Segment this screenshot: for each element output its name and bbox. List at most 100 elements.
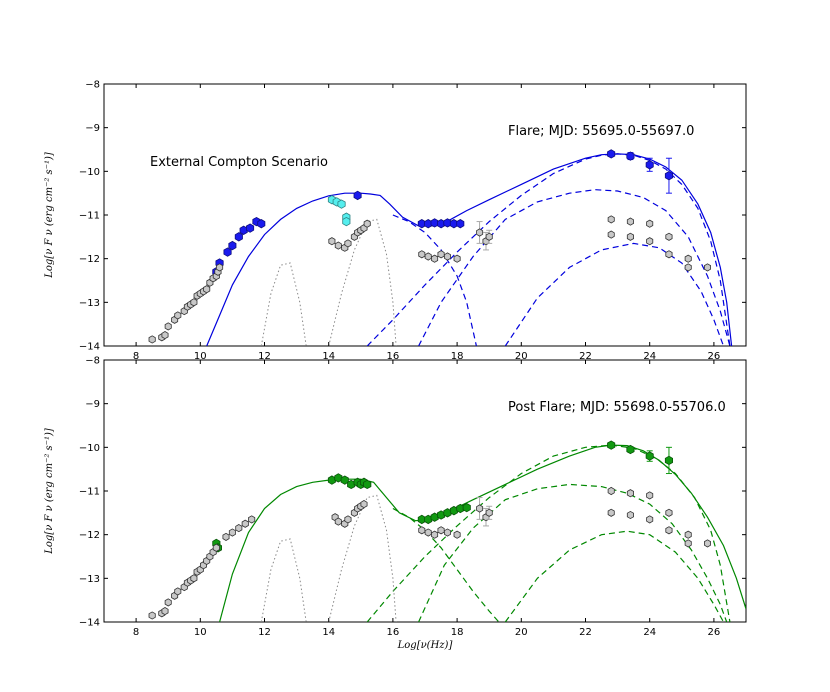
post-flare-axis-ticks: 8 10 12 14 16 18 20 22 24 26 −14 −13 −12 −11 −10 −9 −8	[79, 356, 746, 638]
x-tick-label: 14	[322, 627, 335, 638]
x-tick-label: 8	[133, 627, 139, 638]
data-point	[607, 486, 615, 496]
y-tick-label: −11	[79, 211, 100, 222]
y-tick-label: −9	[85, 123, 100, 134]
model-curve-3	[366, 444, 731, 622]
x-tick-label: 8	[133, 351, 139, 362]
x-tick-label: 12	[258, 627, 271, 638]
x-tick-label: 16	[387, 351, 400, 362]
data-point	[212, 543, 220, 552]
data-point	[443, 528, 452, 537]
data-point	[684, 539, 692, 548]
x-tick-label: 22	[579, 351, 592, 362]
data-point	[174, 311, 182, 320]
data-point	[607, 149, 616, 159]
data-point	[161, 331, 169, 340]
data-point	[665, 232, 673, 241]
data-point	[704, 263, 711, 272]
data-point	[235, 524, 243, 533]
data-point	[453, 530, 461, 539]
flare-panel-title: Flare; MJD: 55695.0-55697.0	[508, 124, 694, 139]
data-point	[360, 500, 368, 509]
data-point	[607, 230, 615, 239]
model-curve-7	[260, 538, 307, 622]
data-point	[485, 232, 493, 241]
x-tick-label: 24	[643, 351, 656, 362]
data-point	[664, 455, 673, 466]
data-point	[626, 151, 635, 161]
data-point	[148, 335, 156, 344]
model-curve-7	[504, 242, 725, 346]
data-point	[684, 530, 692, 539]
x-tick-label: 10	[194, 351, 207, 362]
data-point	[626, 217, 634, 226]
data-point	[431, 254, 439, 263]
data-point	[607, 215, 615, 224]
data-point	[363, 479, 372, 490]
data-point	[248, 515, 256, 524]
y-tick-label: −14	[79, 342, 100, 353]
x-tick-label: 26	[708, 351, 721, 362]
data-point	[334, 473, 343, 483]
x-tick-label: 16	[387, 627, 400, 638]
flare-data-points	[148, 149, 711, 344]
data-point	[164, 598, 172, 607]
data-point	[462, 502, 471, 513]
x-tick-label: 18	[451, 627, 464, 638]
data-point	[626, 444, 635, 455]
data-point	[203, 285, 211, 294]
data-point	[646, 515, 654, 524]
data-point	[340, 475, 349, 485]
x-axis-label: Log[ν(Hz)]	[397, 640, 453, 651]
flare-axis-ticks: 8 10 12 14 16 18 20 22 24 26 −14 −13 −12 −11 −10 −9 −8	[79, 80, 746, 362]
data-point	[334, 517, 342, 526]
data-point	[190, 298, 198, 307]
data-point	[424, 528, 432, 537]
data-point	[363, 219, 371, 228]
model-curve-2	[219, 444, 746, 622]
data-point	[626, 232, 634, 241]
y-tick-label: −10	[79, 167, 100, 178]
data-point	[626, 510, 634, 520]
y-tick-label: −13	[79, 298, 100, 309]
data-point	[424, 252, 432, 261]
data-point	[418, 526, 426, 535]
y-tick-label: −12	[79, 254, 100, 265]
data-point	[645, 451, 654, 461]
data-point	[665, 526, 673, 535]
data-point	[476, 504, 484, 513]
x-tick-label: 22	[579, 627, 592, 638]
data-point	[453, 254, 461, 263]
data-point	[485, 508, 493, 517]
x-tick-label: 12	[258, 351, 271, 362]
x-tick-label: 26	[708, 627, 721, 638]
y-tick-label: −8	[85, 80, 100, 91]
data-point	[665, 508, 673, 517]
data-point	[704, 539, 711, 548]
model-curve-6	[392, 507, 500, 622]
post-flare-data-points	[148, 440, 711, 620]
data-point	[645, 160, 654, 170]
x-tick-label: 18	[451, 351, 464, 362]
post-flare-panel-title: Post Flare; MJD: 55698.0-55706.0	[508, 400, 726, 415]
model-curve-8	[328, 494, 397, 622]
data-point	[431, 530, 439, 539]
post-flare-y-axis-label: Log[ν F ν (erg cm⁻² s⁻¹)]	[44, 428, 55, 555]
data-point	[344, 515, 352, 524]
data-point	[190, 574, 198, 583]
x-tick-label: 20	[515, 351, 528, 362]
y-tick-label: −9	[85, 399, 100, 410]
model-curve-10	[328, 218, 397, 346]
data-point	[228, 240, 237, 251]
data-point	[174, 587, 182, 596]
model-curve-4	[206, 153, 733, 346]
model-curve-5	[504, 530, 725, 622]
data-point	[342, 216, 351, 227]
data-point	[215, 263, 224, 272]
data-point	[607, 508, 615, 517]
data-point	[665, 250, 673, 259]
data-point	[241, 519, 249, 528]
y-tick-label: −10	[79, 443, 100, 454]
flare-model-curves	[206, 153, 733, 346]
